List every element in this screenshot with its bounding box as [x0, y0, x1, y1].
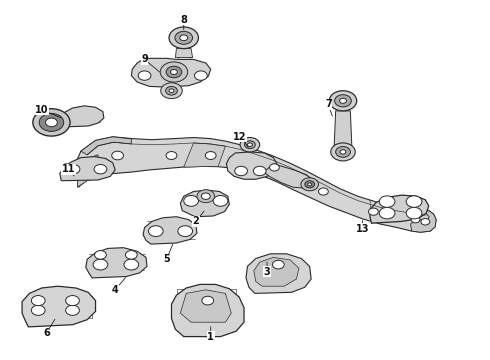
Circle shape: [46, 118, 57, 127]
Text: 10: 10: [35, 105, 49, 115]
Circle shape: [368, 208, 378, 215]
Circle shape: [184, 195, 198, 206]
Circle shape: [195, 71, 207, 80]
Circle shape: [308, 183, 312, 186]
Circle shape: [406, 196, 422, 207]
Circle shape: [247, 143, 252, 147]
Text: 7: 7: [325, 99, 332, 109]
Polygon shape: [246, 254, 311, 293]
Circle shape: [166, 86, 177, 95]
Circle shape: [169, 89, 174, 93]
Circle shape: [411, 216, 420, 223]
Circle shape: [197, 190, 215, 203]
Circle shape: [245, 141, 255, 149]
Circle shape: [253, 166, 266, 176]
Circle shape: [201, 193, 210, 199]
Polygon shape: [86, 248, 147, 278]
Text: 3: 3: [264, 267, 270, 277]
Circle shape: [169, 27, 198, 49]
Text: 12: 12: [233, 132, 247, 142]
Text: 5: 5: [163, 254, 170, 264]
Circle shape: [160, 62, 188, 82]
Circle shape: [112, 151, 123, 160]
Circle shape: [213, 195, 228, 206]
Polygon shape: [172, 284, 244, 337]
Polygon shape: [184, 143, 225, 167]
Circle shape: [329, 91, 357, 111]
Circle shape: [340, 98, 346, 103]
Circle shape: [148, 226, 163, 237]
Text: 8: 8: [180, 15, 187, 25]
Polygon shape: [334, 111, 352, 146]
Polygon shape: [264, 164, 313, 188]
Circle shape: [335, 95, 351, 107]
Text: 1: 1: [207, 332, 214, 342]
Polygon shape: [180, 290, 231, 322]
Circle shape: [94, 165, 107, 174]
Circle shape: [272, 260, 284, 269]
Circle shape: [270, 164, 279, 171]
Text: 11: 11: [62, 164, 75, 174]
Polygon shape: [166, 86, 177, 90]
Circle shape: [240, 138, 260, 152]
Polygon shape: [370, 195, 429, 223]
Circle shape: [66, 296, 79, 306]
Circle shape: [301, 178, 318, 191]
Circle shape: [95, 251, 106, 259]
Text: 13: 13: [356, 224, 369, 234]
Circle shape: [67, 165, 80, 174]
Polygon shape: [81, 137, 131, 155]
Circle shape: [202, 296, 214, 305]
Polygon shape: [175, 49, 193, 58]
Polygon shape: [63, 106, 104, 127]
Circle shape: [161, 83, 182, 99]
Polygon shape: [77, 137, 436, 232]
Polygon shape: [411, 211, 436, 232]
Circle shape: [178, 226, 193, 237]
Polygon shape: [131, 58, 211, 87]
Circle shape: [138, 71, 151, 80]
Circle shape: [340, 150, 346, 154]
Text: 4: 4: [112, 285, 119, 295]
Polygon shape: [22, 286, 96, 327]
Circle shape: [66, 305, 79, 315]
Text: 6: 6: [43, 328, 50, 338]
Circle shape: [406, 207, 422, 219]
Circle shape: [171, 69, 177, 75]
Circle shape: [235, 166, 247, 176]
Circle shape: [31, 305, 45, 315]
Text: 2: 2: [193, 216, 199, 226]
Circle shape: [124, 259, 139, 270]
Circle shape: [421, 219, 430, 225]
Circle shape: [379, 207, 395, 219]
Polygon shape: [77, 155, 98, 187]
Circle shape: [166, 152, 177, 159]
Circle shape: [33, 109, 70, 136]
Circle shape: [39, 113, 64, 131]
Circle shape: [93, 259, 108, 270]
Circle shape: [31, 296, 45, 306]
Circle shape: [166, 66, 182, 78]
Polygon shape: [226, 152, 277, 179]
Circle shape: [205, 152, 216, 159]
Circle shape: [331, 143, 355, 161]
Circle shape: [175, 31, 193, 44]
Circle shape: [379, 196, 395, 207]
Polygon shape: [180, 190, 229, 217]
Circle shape: [318, 188, 328, 195]
Polygon shape: [143, 217, 197, 244]
Polygon shape: [254, 257, 299, 286]
Circle shape: [336, 147, 350, 157]
Circle shape: [180, 35, 188, 41]
Circle shape: [125, 251, 137, 259]
Text: 9: 9: [141, 54, 148, 64]
Circle shape: [305, 181, 315, 188]
Polygon shape: [60, 157, 115, 181]
